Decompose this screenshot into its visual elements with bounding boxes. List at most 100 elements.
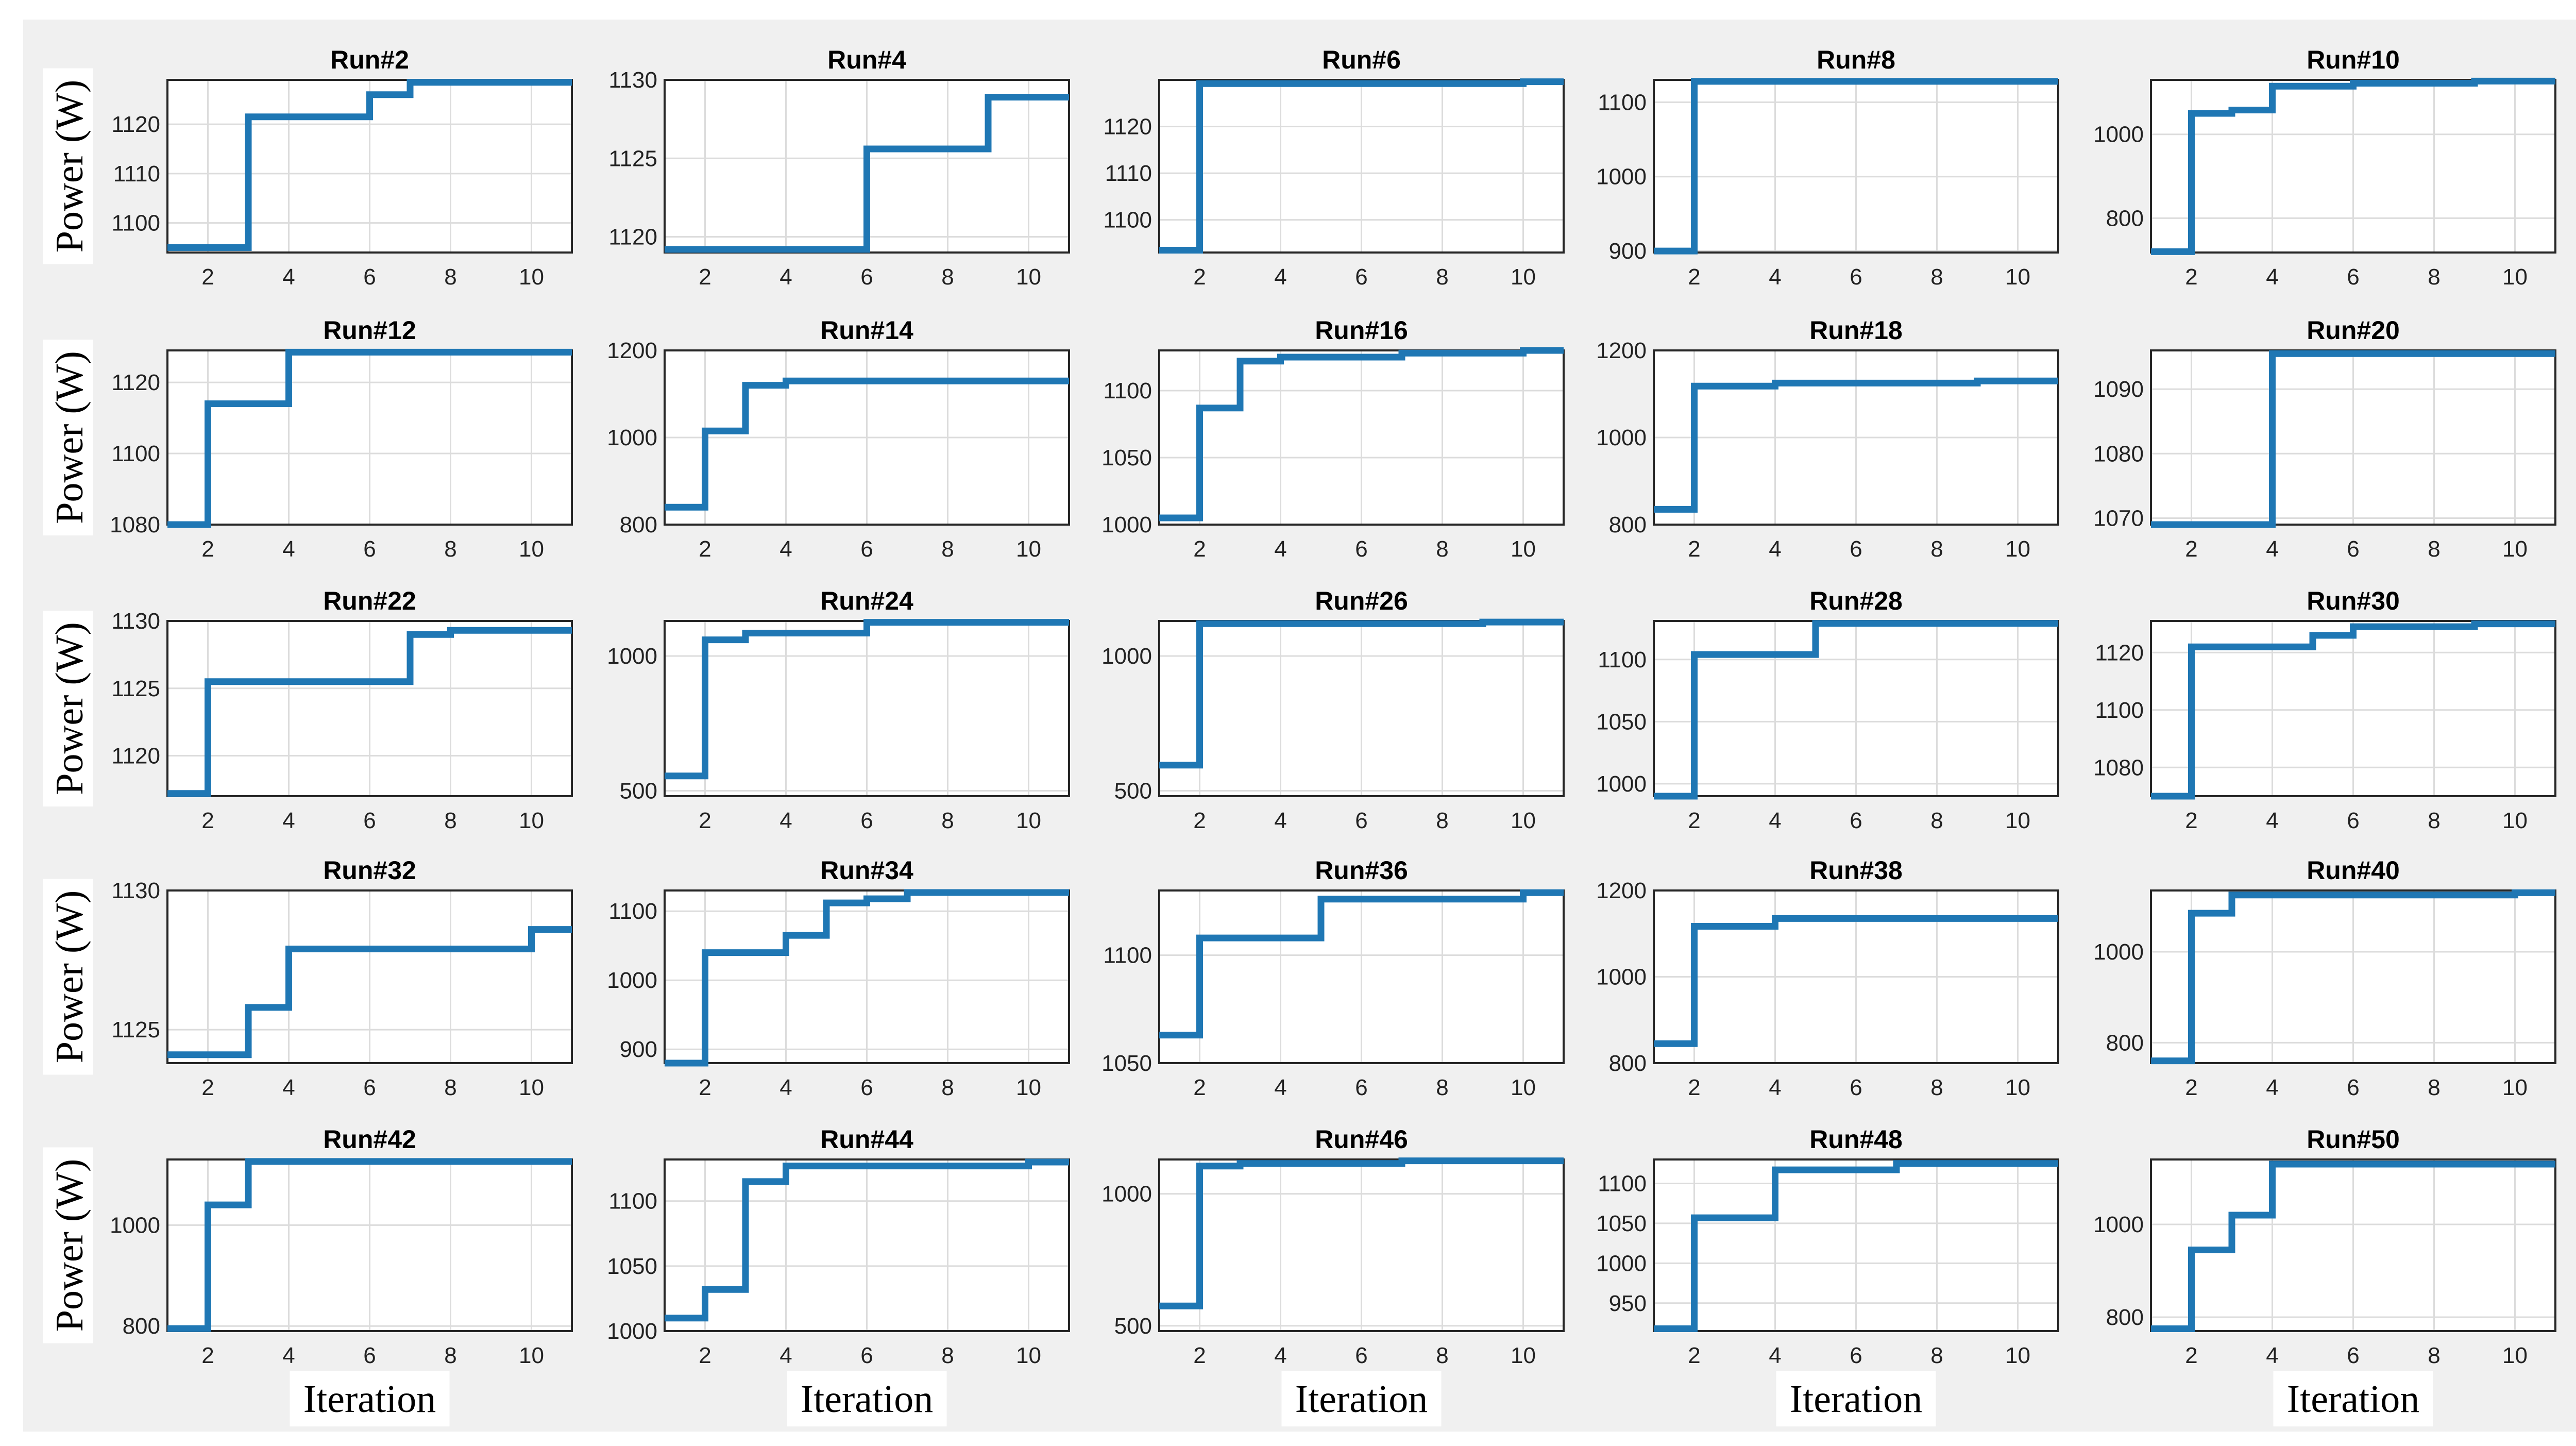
- x-tick-label: 8: [1930, 536, 1943, 562]
- x-tick-label: 2: [201, 536, 214, 562]
- x-tick-label: 2: [699, 1343, 711, 1368]
- x-tick-label: 4: [282, 536, 295, 562]
- series-line: [167, 79, 572, 251]
- axes-frame: [2150, 620, 2556, 797]
- x-tick-label: 10: [1016, 1343, 1041, 1368]
- y-tick-label: 1100: [1103, 943, 1152, 968]
- x-tick-label: 2: [1688, 536, 1700, 562]
- series-line: [167, 348, 572, 528]
- x-tick-label: 6: [2347, 1343, 2359, 1368]
- x-tick-label: 8: [1436, 808, 1448, 833]
- y-tick-label: 950: [1609, 1291, 1647, 1316]
- x-tick-label: 4: [1769, 536, 1781, 562]
- x-tick-label: 8: [1436, 1343, 1448, 1368]
- x-tick-label: 4: [1769, 264, 1781, 290]
- x-tick-label: 10: [1016, 536, 1041, 562]
- series-line: [1654, 620, 2058, 800]
- y-tick-label: 1000: [1101, 512, 1152, 537]
- subplot-title: Run#12: [323, 316, 416, 345]
- y-tick-label: 1120: [111, 370, 160, 395]
- x-tick-label: 4: [1274, 1075, 1286, 1100]
- y-tick-label: 800: [1609, 1051, 1647, 1076]
- subplot-title: Run#16: [1315, 316, 1408, 345]
- x-tick-label: 10: [1016, 264, 1041, 290]
- series-line: [665, 619, 1069, 780]
- x-tick-label: 6: [860, 264, 873, 290]
- subplot-run-26: 2 4 6 8 10 500 1000 Run#26: [1101, 586, 1565, 833]
- subplot-title: Run#50: [2307, 1125, 2400, 1154]
- subplot-title: Run#42: [323, 1125, 416, 1154]
- x-axis-label: Iteration: [801, 1377, 933, 1421]
- axes-frame: [2150, 889, 2556, 1064]
- x-tick-label: 6: [2347, 1075, 2359, 1100]
- x-axis-label-box: [2273, 1371, 2433, 1426]
- y-tick-label: 1080: [2093, 441, 2144, 466]
- subplot-run-34: 2 4 6 8 10 900 1000 1100 Run#34: [607, 856, 1070, 1100]
- x-axis-label-box: [1281, 1371, 1442, 1426]
- x-tick-label: 10: [1511, 808, 1536, 833]
- y-tick-label: 1050: [1596, 709, 1647, 734]
- series-line: [1654, 377, 2058, 513]
- x-tick-label: 6: [363, 1075, 376, 1100]
- subplot-title: Run#30: [2307, 586, 2400, 615]
- x-tick-label: 4: [2266, 1075, 2278, 1100]
- x-tick-label: 2: [1193, 808, 1206, 833]
- x-tick-label: 6: [1355, 1075, 1367, 1100]
- y-tick-label: 1200: [607, 338, 657, 363]
- subplot-run-44: 2 4 6 8 10 1000 1050 1100 Run#44: [607, 1125, 1070, 1368]
- x-axis-label: Iteration: [2287, 1377, 2419, 1421]
- x-tick-label: 6: [1355, 1343, 1367, 1368]
- subplot-run-22: 2 4 6 8 10 1120 1125 1130 Run#22: [111, 586, 573, 833]
- y-axis-label-group: Power (W): [43, 68, 93, 264]
- subplot-run-16: 2 4 6 8 10 1000 1050 1100 Run#16: [1101, 316, 1565, 562]
- x-tick-label: 4: [779, 1343, 792, 1368]
- x-tick-label: 10: [519, 536, 544, 562]
- x-tick-label: 4: [1769, 1075, 1781, 1100]
- x-tick-label: 10: [2005, 536, 2030, 562]
- y-tick-label: 1000: [607, 1319, 657, 1344]
- x-tick-label: 6: [2347, 536, 2359, 562]
- subplot-run-38: 2 4 6 8 10 800 1000 1200 Run#38: [1596, 856, 2059, 1100]
- y-tick-label: 1080: [110, 512, 160, 537]
- x-tick-label: 10: [2502, 264, 2528, 290]
- x-tick-label: 4: [779, 536, 792, 562]
- series-line: [1654, 915, 2058, 1047]
- y-tick-label: 1000: [607, 644, 657, 669]
- x-tick-label: 8: [1436, 536, 1448, 562]
- y-tick-label: 1000: [1596, 771, 1647, 797]
- x-tick-label: 4: [282, 1343, 295, 1368]
- y-tick-label: 1000: [1596, 965, 1647, 990]
- x-tick-label: 2: [699, 536, 711, 562]
- x-tick-label: 2: [201, 1343, 214, 1368]
- y-tick-label: 1120: [111, 744, 160, 769]
- y-tick-label: 1100: [1598, 90, 1647, 115]
- y-axis-label-box: [43, 1147, 93, 1343]
- x-tick-label: 4: [779, 264, 792, 290]
- y-axis-label-box: [43, 340, 93, 535]
- x-tick-label: 8: [941, 536, 954, 562]
- x-tick-label: 6: [1355, 264, 1367, 290]
- y-tick-label: 1125: [111, 676, 160, 701]
- y-tick-label: 1120: [1103, 114, 1152, 140]
- axes-frame: [166, 79, 573, 254]
- subplot-title: Run#4: [827, 45, 906, 74]
- x-axis-label-group: Iteration: [1776, 1371, 1936, 1426]
- subplot-title: Run#6: [1322, 45, 1401, 74]
- y-tick-label: 800: [2106, 1305, 2144, 1330]
- y-tick-label: 1110: [1105, 161, 1152, 186]
- series-line: [1654, 78, 2058, 255]
- y-tick-label: 1000: [110, 1213, 160, 1238]
- x-tick-label: 8: [444, 536, 456, 562]
- axes-frame: [664, 1158, 1070, 1332]
- x-tick-label: 8: [2428, 808, 2440, 833]
- y-tick-label: 1100: [1598, 647, 1647, 672]
- x-tick-label: 2: [1193, 1343, 1206, 1368]
- y-axis-label-box: [43, 611, 93, 806]
- x-tick-label: 8: [2428, 264, 2440, 290]
- y-tick-label: 1130: [111, 609, 160, 634]
- x-tick-label: 6: [860, 1075, 873, 1100]
- x-tick-label: 10: [2005, 1343, 2030, 1368]
- x-tick-label: 8: [941, 1343, 954, 1368]
- x-tick-label: 4: [1274, 536, 1286, 562]
